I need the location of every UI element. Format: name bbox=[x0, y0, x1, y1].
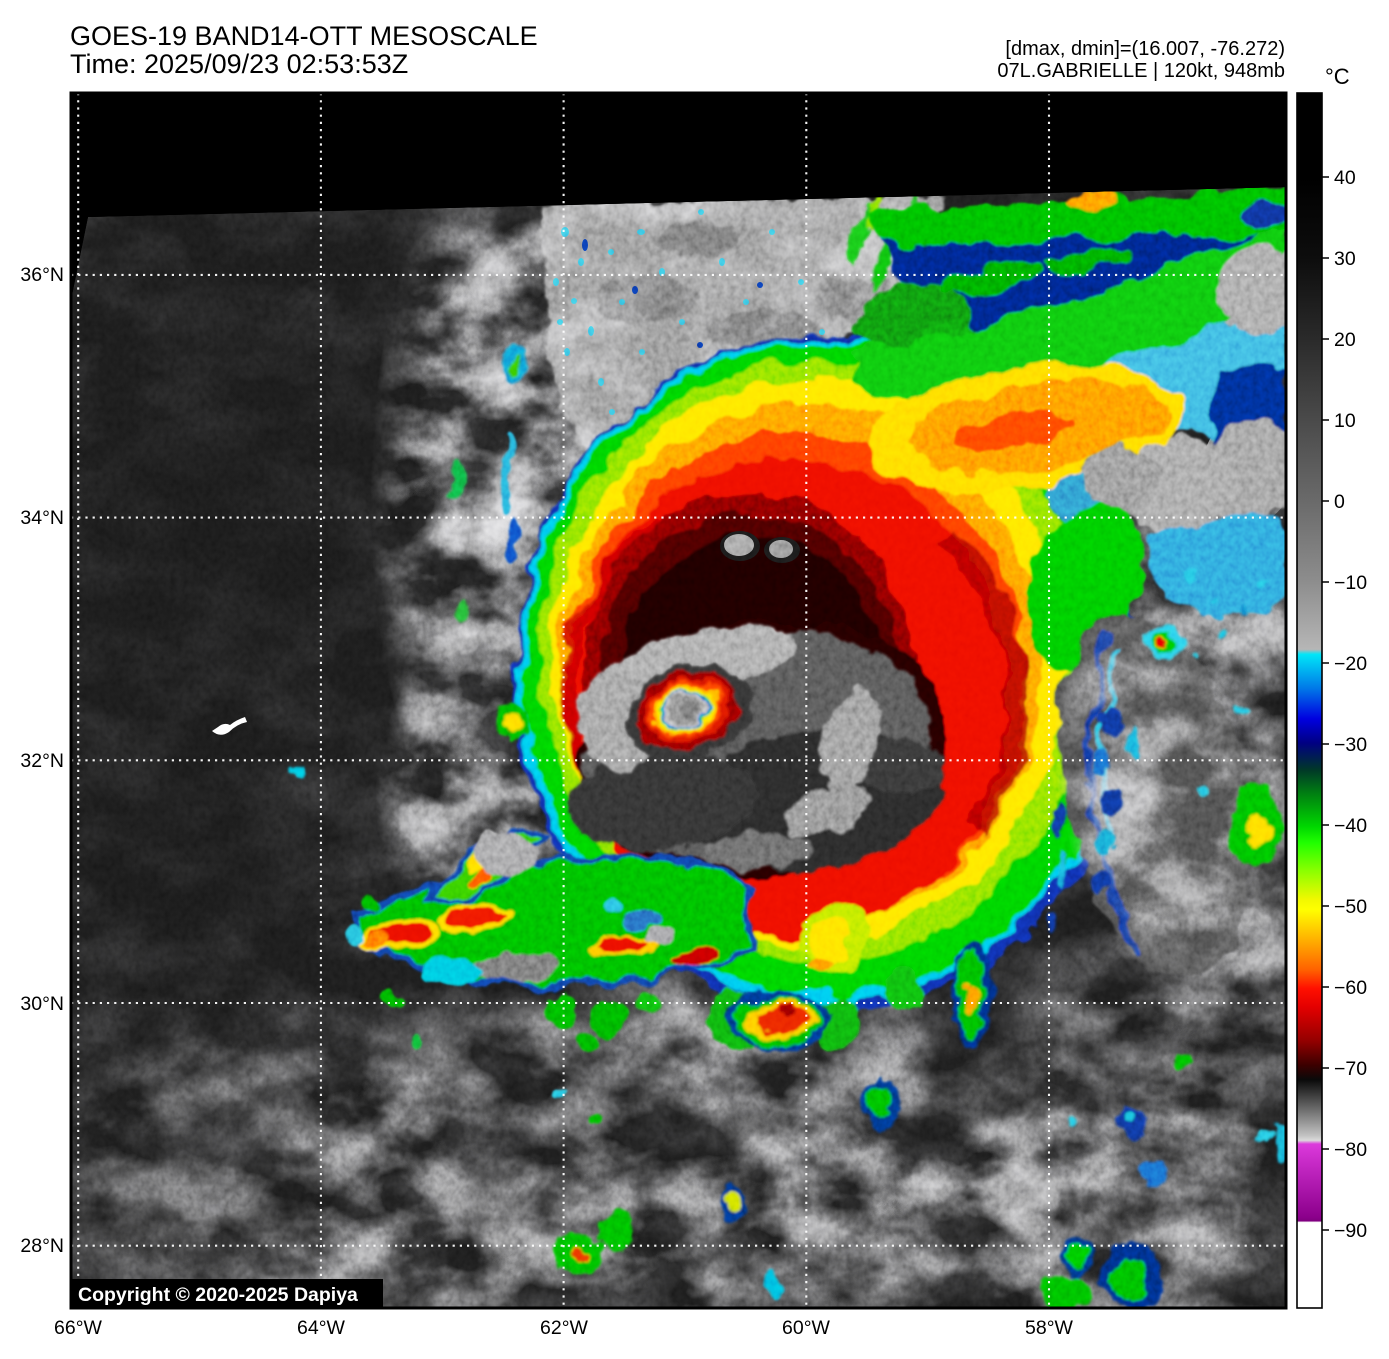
svg-text:36°N: 36°N bbox=[20, 264, 64, 286]
svg-text:Time: 2025/09/23 02:53:53Z: Time: 2025/09/23 02:53:53Z bbox=[70, 49, 408, 79]
svg-text:66°W: 66°W bbox=[54, 1317, 102, 1339]
svg-text:34°N: 34°N bbox=[20, 507, 64, 529]
svg-text:30°N: 30°N bbox=[20, 993, 64, 1015]
svg-text:10: 10 bbox=[1334, 410, 1356, 432]
svg-text:64°W: 64°W bbox=[297, 1317, 345, 1339]
svg-text:28°N: 28°N bbox=[20, 1235, 64, 1257]
svg-text:62°W: 62°W bbox=[540, 1317, 588, 1339]
svg-text:°C: °C bbox=[1325, 64, 1350, 89]
svg-text:−40: −40 bbox=[1334, 815, 1367, 837]
svg-text:07L.GABRIELLE | 120kt, 948mb: 07L.GABRIELLE | 120kt, 948mb bbox=[997, 60, 1285, 82]
svg-text:−20: −20 bbox=[1334, 653, 1367, 675]
svg-text:58°W: 58°W bbox=[1025, 1317, 1073, 1339]
svg-text:32°N: 32°N bbox=[20, 750, 64, 772]
svg-text:−60: −60 bbox=[1334, 977, 1367, 999]
svg-text:[dmax, dmin]=(16.007, -76.272): [dmax, dmin]=(16.007, -76.272) bbox=[1005, 38, 1285, 60]
svg-text:−80: −80 bbox=[1334, 1139, 1367, 1161]
svg-text:30: 30 bbox=[1334, 248, 1356, 270]
svg-text:−50: −50 bbox=[1334, 896, 1367, 918]
svg-text:20: 20 bbox=[1334, 329, 1356, 351]
svg-text:0: 0 bbox=[1334, 491, 1345, 513]
svg-text:−10: −10 bbox=[1334, 572, 1367, 594]
svg-text:Copyright © 2020-2025 Dapiya: Copyright © 2020-2025 Dapiya bbox=[78, 1284, 358, 1306]
svg-text:−70: −70 bbox=[1334, 1058, 1367, 1080]
svg-text:60°W: 60°W bbox=[782, 1317, 830, 1339]
svg-text:−90: −90 bbox=[1334, 1220, 1367, 1242]
svg-text:GOES-19 BAND14-OTT MESOSCALE: GOES-19 BAND14-OTT MESOSCALE bbox=[70, 21, 538, 51]
svg-text:−30: −30 bbox=[1334, 734, 1367, 756]
svg-text:40: 40 bbox=[1334, 167, 1356, 189]
